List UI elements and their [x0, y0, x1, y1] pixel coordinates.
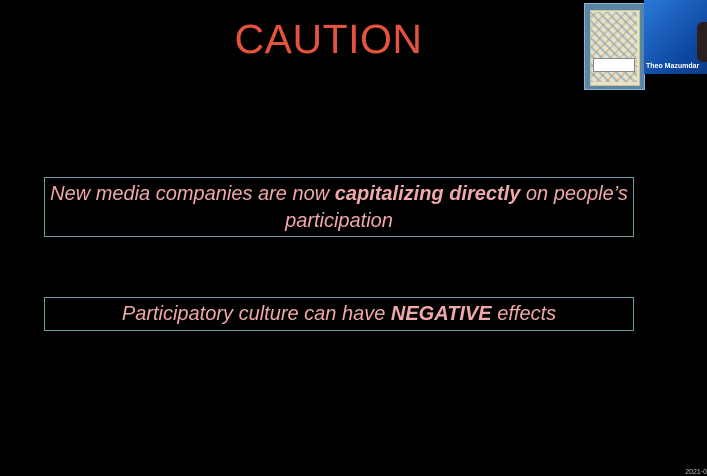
callout-2-text-after: effects: [491, 303, 557, 325]
callout-1-text-before: New media companies are now: [50, 183, 335, 205]
slide-title: CAUTION: [234, 16, 423, 62]
video-background: [644, 0, 707, 74]
timestamp: 2021-0: [685, 469, 707, 476]
callout-2-emphasis: NEGATIVE: [390, 303, 492, 325]
participant-silhouette: [697, 22, 707, 62]
callout-box-2: Participatory culture can have NEGATIVE …: [44, 297, 634, 331]
book-cover-thumbnail: [584, 3, 645, 90]
book-title-label: [593, 58, 635, 72]
callout-box-1: New media companies are now capitalizing…: [44, 177, 634, 237]
callout-2-text-before: Participatory culture can have: [121, 303, 391, 325]
participant-video-tile[interactable]: Theo Mazumdar: [644, 0, 707, 74]
callout-1-emphasis: capitalizing directly: [334, 183, 521, 205]
participant-name: Theo Mazumdar: [646, 63, 700, 70]
callout-1-text-after: on people’s participation: [285, 183, 628, 232]
